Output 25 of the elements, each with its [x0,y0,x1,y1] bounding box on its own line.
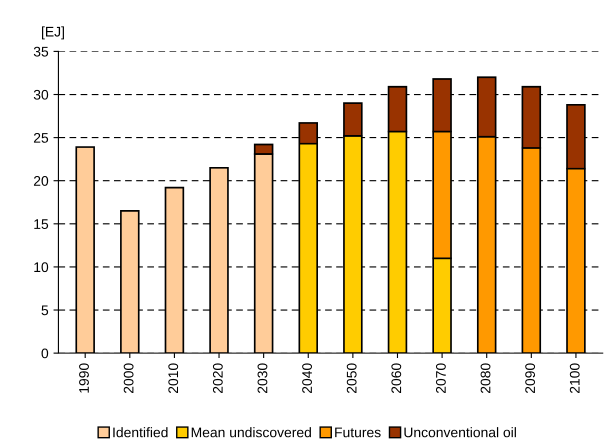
y-tick-label: 30 [34,90,48,100]
x-tick-label: 2090 [525,363,536,394]
legend-label: Mean undiscovered [192,427,311,438]
y-tick-label: 5 [42,306,48,316]
x-tick-label: 2070 [436,363,446,394]
y-tick-label: 0 [42,348,48,358]
x-tick-label: 1990 [79,363,89,393]
x-tick-label: 2080 [480,363,490,394]
y-axis-title: [EJ] [42,26,64,40]
y-tick-label: 10 [34,262,48,272]
x-tick-label: 2060 [391,363,402,394]
x-tick-label: 2030 [258,363,268,394]
x-tick-label: 2020 [212,363,223,394]
x-tick-label: 2100 [570,363,580,394]
legend-label: Futures [335,428,381,438]
x-tick-label: 2000 [124,363,134,394]
y-tick-label: 20 [34,176,48,186]
x-tick-label: 2010 [168,363,178,394]
x-tick-label: 2050 [346,363,357,394]
y-tick-label: 25 [34,132,48,143]
legend-label: Unconventional oil [404,427,516,438]
x-tick-label: 2040 [302,363,312,394]
y-tick-label: 15 [34,219,48,229]
y-tick-label: 35 [34,46,48,57]
legend-label: Identified [113,427,168,438]
